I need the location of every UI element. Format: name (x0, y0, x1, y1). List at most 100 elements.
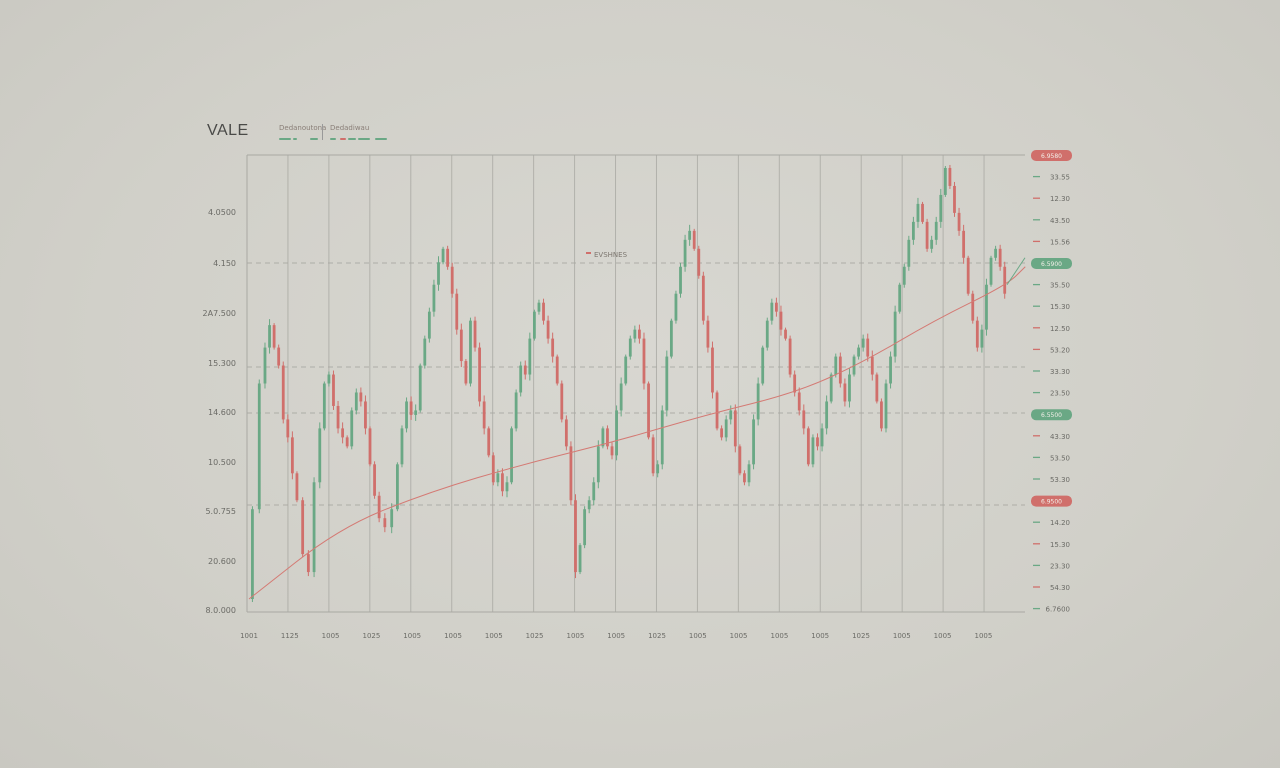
candle-body (893, 311, 897, 357)
candle-body (779, 311, 783, 330)
candle-body (729, 410, 733, 420)
candle-body (966, 257, 970, 294)
x-tick-label: 1005 (607, 632, 625, 640)
price-label: 53.20 (1050, 346, 1070, 354)
candle-body (373, 464, 376, 496)
price-label: 6.7600 (1046, 606, 1071, 614)
candle-body (1003, 266, 1007, 294)
candle-body (802, 410, 806, 429)
candle-body (615, 410, 618, 456)
candle-body (998, 248, 1002, 267)
candle-body (306, 554, 310, 573)
candle-body (843, 383, 847, 402)
price-badge (1031, 150, 1072, 161)
price-label: 15.30 (1050, 541, 1070, 549)
candle-body (724, 419, 728, 438)
legend-item-2: Dedadiwau (330, 124, 370, 132)
candle-body (761, 347, 765, 384)
candle-body (596, 446, 600, 483)
candle-body (747, 464, 751, 483)
legend-swatch (340, 138, 346, 140)
candle-body (679, 266, 682, 294)
candle-body (473, 320, 477, 348)
x-tick-label: 1005 (689, 632, 707, 640)
candle-body (642, 338, 646, 384)
candle-body (669, 320, 673, 357)
candle-body (797, 392, 801, 411)
candle-body (510, 428, 513, 483)
candle-body (610, 446, 614, 456)
legend-swatch (279, 138, 291, 140)
candle-body (957, 212, 961, 231)
candle-body (898, 284, 902, 312)
price-label: 23.50 (1050, 390, 1070, 398)
candle-body (848, 374, 851, 402)
candle-body (354, 392, 358, 411)
annotation-label: EVSHNES (594, 251, 628, 259)
candle-body (711, 347, 714, 393)
candle-body (450, 266, 454, 294)
candle-body (911, 221, 915, 240)
candle-body (921, 203, 924, 222)
candle-body (788, 338, 792, 375)
candle-body (793, 374, 797, 393)
candle-body (277, 347, 281, 366)
candle-body (301, 500, 305, 555)
candle-body (880, 401, 883, 429)
candle-body (606, 428, 609, 447)
price-label: 54.30 (1050, 584, 1070, 592)
candle-body (478, 347, 481, 402)
price-badge-label: 6.9500 (1041, 499, 1062, 506)
y-tick-label: 14.600 (208, 408, 236, 417)
price-label: 14.20 (1050, 519, 1070, 527)
trend-line-tail (1006, 257, 1026, 285)
candle-body (948, 167, 952, 186)
x-tick-label: 1005 (322, 632, 340, 640)
candle-body (537, 302, 541, 312)
candle-body (390, 509, 394, 528)
candle-body (752, 419, 755, 465)
candle-body (263, 347, 267, 384)
candle-body (501, 473, 504, 492)
candle-body (692, 230, 696, 249)
candle-body (332, 374, 335, 406)
price-label: 12.50 (1050, 325, 1070, 333)
candle-body (295, 473, 299, 501)
candle-body (939, 194, 943, 222)
candle-body (383, 518, 387, 528)
candle-body (414, 410, 418, 415)
candle-body (364, 401, 367, 429)
legend-swatch (348, 138, 356, 140)
price-label: 15.30 (1050, 303, 1070, 311)
candle-body (697, 248, 701, 276)
candle-body (569, 446, 573, 501)
candle-body (638, 329, 641, 339)
price-badge (1031, 495, 1072, 507)
candle-body (628, 338, 632, 357)
candle-body (962, 230, 966, 258)
x-tick-label: 1005 (893, 632, 911, 640)
legend-swatch (375, 138, 387, 140)
candle-body (953, 185, 956, 213)
candle-body (574, 500, 577, 573)
candle-body (514, 392, 518, 429)
legend-swatch (310, 138, 318, 140)
x-tick-label: 1005 (934, 632, 952, 640)
candle-body (281, 365, 285, 420)
candle-body (902, 266, 906, 285)
trend-line (248, 266, 1026, 600)
candle-body (251, 509, 254, 600)
x-tick-label: 1125 (281, 632, 299, 640)
candle-body (551, 338, 555, 357)
price-label: 43.30 (1050, 433, 1070, 441)
candle-body (528, 338, 532, 375)
candle-body (934, 221, 938, 240)
x-tick-label: 1005 (730, 632, 748, 640)
legend-item-1: Dedanoutona (279, 124, 327, 132)
candle-body (861, 338, 865, 348)
candle-body (907, 239, 911, 267)
chart-title: VALE (207, 122, 249, 139)
x-tick-label: 1005 (566, 632, 584, 640)
